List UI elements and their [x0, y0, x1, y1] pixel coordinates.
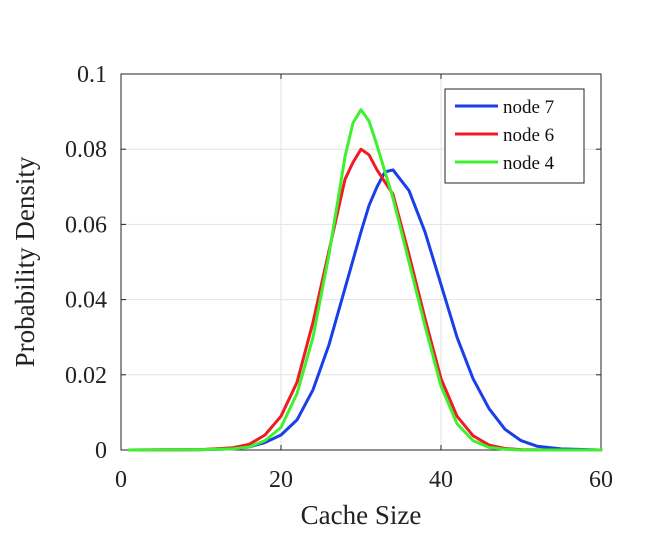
- x-tick-label: 20: [269, 467, 293, 493]
- series-layer: [127, 108, 603, 452]
- y-axis-title: Probability Density: [10, 156, 40, 367]
- y-tick-label: 0.08: [65, 137, 107, 163]
- y-tick-label: 0.02: [65, 363, 107, 389]
- x-axis-title: Cache Size: [301, 500, 422, 530]
- x-tick-label: 0: [115, 467, 127, 493]
- y-tick-label: 0.04: [65, 288, 107, 314]
- x-tick-label: 40: [429, 467, 453, 493]
- legend-label: node 7: [503, 97, 554, 118]
- y-tick-label: 0: [95, 438, 107, 464]
- series-line-node-6: [127, 147, 603, 452]
- series-line-node-4: [127, 108, 603, 452]
- series-line-node-7: [127, 168, 603, 452]
- legend-label: node 4: [503, 153, 555, 174]
- x-tick-label: 60: [589, 467, 613, 493]
- legend-label: node 6: [503, 125, 554, 146]
- legend: node 7 node 6 node 4: [444, 88, 585, 184]
- axis-ticks: 0 20 40 60 0 0.02 0.04 0.06 0.08 0.1: [65, 62, 613, 493]
- y-tick-label: 0.1: [77, 62, 107, 88]
- y-tick-label: 0.06: [65, 212, 107, 238]
- plot-frame: [120, 73, 602, 451]
